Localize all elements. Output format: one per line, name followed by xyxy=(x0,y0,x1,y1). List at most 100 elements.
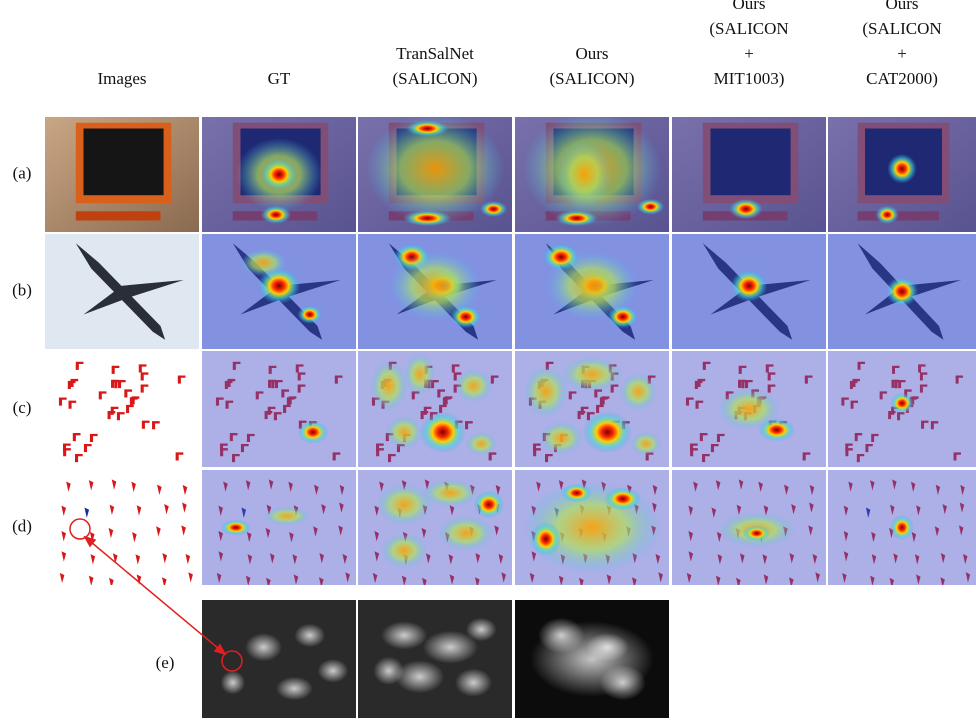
gray-blob xyxy=(538,618,584,653)
gray-blob xyxy=(466,618,497,642)
heat-spot xyxy=(297,305,322,323)
row-label: (e) xyxy=(156,653,175,672)
blue-overlay xyxy=(202,351,356,467)
image-cell xyxy=(828,351,976,467)
heat-spot xyxy=(455,370,492,402)
image-cell xyxy=(672,117,826,232)
image-cell xyxy=(202,600,356,718)
heat-spot xyxy=(220,519,251,535)
column-header: TranSalNet xyxy=(396,44,474,63)
heat-spot xyxy=(729,199,763,220)
column-header: Images xyxy=(97,69,146,88)
column-header: (SALICON xyxy=(709,19,788,38)
gray-blob xyxy=(455,668,492,696)
heat-spot xyxy=(890,393,914,414)
column-header: GT xyxy=(268,69,291,88)
column-header: + xyxy=(897,44,907,63)
heat-spot xyxy=(530,522,561,557)
heat-spot xyxy=(631,432,662,455)
keyboard xyxy=(76,211,161,220)
column-header: CAT2000) xyxy=(866,69,938,88)
gray-blob xyxy=(276,677,313,701)
heat-spot xyxy=(743,525,771,541)
image-cell xyxy=(515,111,669,232)
heat-spot xyxy=(466,432,497,455)
heat-spot xyxy=(637,199,665,215)
heat-spot xyxy=(404,353,435,395)
heat-spot xyxy=(297,421,328,444)
heat-spot xyxy=(420,411,466,453)
column-header: (SALICON xyxy=(862,19,941,38)
heat-spot xyxy=(480,201,508,217)
gray-blob xyxy=(294,624,325,648)
image-cell xyxy=(45,234,199,349)
image-cell xyxy=(202,470,356,588)
image-cell xyxy=(515,234,669,349)
figure: Images GT TranSalNet (SALICON) Ours (SALICON)… xyxy=(0,0,976,718)
heat-spot xyxy=(386,416,423,448)
image-cell xyxy=(45,117,199,232)
row-label: (d) xyxy=(12,516,32,535)
image-cell xyxy=(828,117,976,232)
gray-blob xyxy=(245,633,282,661)
image-cell xyxy=(202,234,356,349)
column-header: (SALICON) xyxy=(393,69,478,88)
gray-blob xyxy=(318,659,349,683)
row-label: (c) xyxy=(13,398,32,417)
image-cell xyxy=(202,117,356,232)
heat-spot xyxy=(561,357,623,392)
gray-blob xyxy=(373,657,404,685)
gray-blob xyxy=(220,671,245,695)
heat-spot xyxy=(438,516,493,551)
image-cell xyxy=(358,234,512,349)
image-cell xyxy=(672,351,826,467)
heat-spot xyxy=(403,210,452,226)
heat-spot xyxy=(557,140,612,209)
image-cell xyxy=(515,600,669,718)
image-cell xyxy=(202,351,356,467)
heat-spot xyxy=(620,373,657,410)
image-cell xyxy=(358,600,512,718)
screen xyxy=(84,129,164,196)
heat-spot xyxy=(423,479,478,507)
heat-spot xyxy=(546,251,638,320)
heat-spot xyxy=(540,422,583,454)
heat-spot xyxy=(406,120,449,136)
image-cell xyxy=(45,351,199,467)
heat-spot xyxy=(887,154,917,184)
column-header: (SALICON) xyxy=(550,69,635,88)
heat-spot xyxy=(389,251,481,320)
heat-spot xyxy=(731,270,768,302)
heat-spot xyxy=(241,249,287,277)
image-cell xyxy=(672,234,826,349)
row-label: (a) xyxy=(13,163,32,182)
column-header: Ours xyxy=(575,44,608,63)
gray-blob xyxy=(600,665,646,700)
image-cell xyxy=(45,470,199,588)
image-cell xyxy=(358,114,512,232)
heat-spot xyxy=(370,360,407,411)
image-cell xyxy=(358,351,512,467)
row-label: (b) xyxy=(12,280,32,299)
image-cell xyxy=(358,470,512,588)
column-header: + xyxy=(744,44,754,63)
heat-spot xyxy=(875,206,899,224)
heat-spot xyxy=(890,515,914,540)
heat-spot xyxy=(718,388,780,430)
heat-spot xyxy=(474,491,505,519)
image-cell xyxy=(828,470,976,588)
heat-spot xyxy=(524,366,567,417)
heat-spot xyxy=(261,206,292,224)
column-header: MIT1003) xyxy=(714,69,785,88)
gray-blob xyxy=(586,633,629,661)
heat-spot xyxy=(561,484,592,502)
heat-spot xyxy=(604,487,641,510)
heat-spot xyxy=(555,210,598,226)
image-cell xyxy=(828,234,976,349)
heat-spot xyxy=(381,533,427,568)
image-cell xyxy=(515,351,669,467)
heat-spot xyxy=(261,158,298,190)
heat-spot xyxy=(264,507,310,525)
heat-spot xyxy=(583,411,632,453)
column-header: Ours xyxy=(732,0,765,13)
